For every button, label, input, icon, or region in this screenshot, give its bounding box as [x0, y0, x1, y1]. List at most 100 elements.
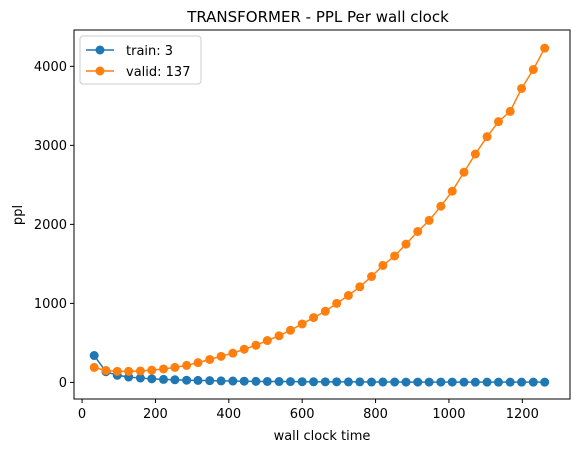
data-point-train: [217, 376, 226, 385]
data-point-train: [529, 378, 538, 387]
data-point-valid: [136, 366, 145, 375]
data-point-valid: [402, 240, 411, 249]
data-point-valid: [182, 361, 191, 370]
data-point-valid: [170, 363, 179, 372]
data-point-valid: [483, 132, 492, 141]
data-point-valid: [367, 272, 376, 281]
x-tick-label: 600: [290, 407, 315, 422]
x-tick-label: 0: [78, 407, 86, 422]
data-point-valid: [459, 168, 468, 177]
data-point-train: [413, 378, 422, 387]
data-point-valid: [390, 251, 399, 260]
data-point-train: [159, 375, 168, 384]
data-point-train: [147, 374, 156, 383]
data-point-valid: [286, 326, 295, 335]
data-point-train: [205, 376, 214, 385]
data-point-valid: [321, 307, 330, 316]
data-point-valid: [355, 282, 364, 291]
data-point-train: [448, 378, 457, 387]
x-tick-label: 1000: [432, 407, 465, 422]
data-point-train: [286, 377, 295, 386]
data-point-valid: [506, 107, 515, 116]
data-point-train: [194, 376, 203, 385]
chart-title: TRANSFORMER - PPL Per wall clock: [186, 8, 449, 26]
data-point-valid: [425, 216, 434, 225]
data-point-valid: [471, 150, 480, 159]
data-point-train: [263, 377, 272, 386]
series-line-valid: [94, 48, 545, 371]
data-point-train: [517, 378, 526, 387]
y-tick-label: 0: [59, 376, 67, 391]
data-point-train: [494, 378, 503, 387]
y-axis-label: ppl: [11, 205, 26, 225]
data-point-train: [275, 377, 284, 386]
data-point-valid: [159, 364, 168, 373]
data-point-train: [90, 351, 99, 360]
data-point-valid: [436, 202, 445, 211]
data-point-valid: [101, 366, 110, 375]
data-point-train: [251, 377, 260, 386]
data-point-train: [332, 377, 341, 386]
data-point-valid: [298, 319, 307, 328]
data-point-train: [355, 377, 364, 386]
data-point-train: [182, 376, 191, 385]
legend-valid-marker: [96, 67, 105, 76]
data-point-valid: [90, 363, 99, 372]
axes-frame: [74, 30, 570, 399]
data-point-valid: [251, 341, 260, 350]
data-point-valid: [205, 355, 214, 364]
data-point-valid: [113, 367, 122, 376]
data-point-valid: [344, 291, 353, 300]
data-point-valid: [517, 84, 526, 93]
data-point-train: [436, 378, 445, 387]
data-point-train: [540, 378, 549, 387]
data-point-train: [228, 377, 237, 386]
data-point-train: [459, 378, 468, 387]
data-point-valid: [217, 352, 226, 361]
x-tick-label: 200: [143, 407, 168, 422]
y-tick-label: 3000: [34, 139, 67, 154]
legend-train-label: train: 3: [126, 44, 173, 59]
data-point-train: [321, 377, 330, 386]
data-point-valid: [124, 367, 133, 376]
data-point-valid: [240, 345, 249, 354]
data-point-train: [344, 377, 353, 386]
legend-train-marker: [96, 46, 105, 55]
y-tick-label: 1000: [34, 297, 67, 312]
data-point-valid: [194, 358, 203, 367]
data-point-valid: [448, 187, 457, 196]
plot-area: [90, 44, 550, 387]
data-point-train: [298, 377, 307, 386]
data-point-valid: [540, 44, 549, 53]
data-point-train: [240, 377, 249, 386]
data-point-train: [425, 378, 434, 387]
data-point-train: [471, 378, 480, 387]
data-point-valid: [309, 313, 318, 322]
x-tick-label: 800: [363, 407, 388, 422]
legend: train: 3 valid: 137: [80, 36, 201, 84]
data-point-valid: [413, 227, 422, 236]
data-point-train: [390, 378, 399, 387]
x-axis: 0 200 400 600 800 1000 1200: [78, 399, 539, 422]
data-point-train: [170, 375, 179, 384]
x-tick-label: 1200: [506, 407, 539, 422]
data-point-valid: [147, 366, 156, 375]
data-point-valid: [228, 349, 237, 358]
y-axis: 0 1000 2000 3000 4000: [34, 60, 74, 391]
x-tick-label: 400: [216, 407, 241, 422]
data-point-valid: [378, 261, 387, 270]
data-point-valid: [263, 336, 272, 345]
legend-valid-label: valid: 137: [126, 65, 190, 80]
y-tick-label: 2000: [34, 218, 67, 233]
data-point-train: [309, 377, 318, 386]
data-point-train: [367, 378, 376, 387]
data-point-train: [402, 378, 411, 387]
data-point-train: [506, 378, 515, 387]
data-point-valid: [332, 299, 341, 308]
data-point-valid: [529, 65, 538, 74]
y-tick-label: 4000: [34, 60, 67, 75]
data-point-valid: [275, 331, 284, 340]
x-axis-label: wall clock time: [274, 429, 371, 444]
